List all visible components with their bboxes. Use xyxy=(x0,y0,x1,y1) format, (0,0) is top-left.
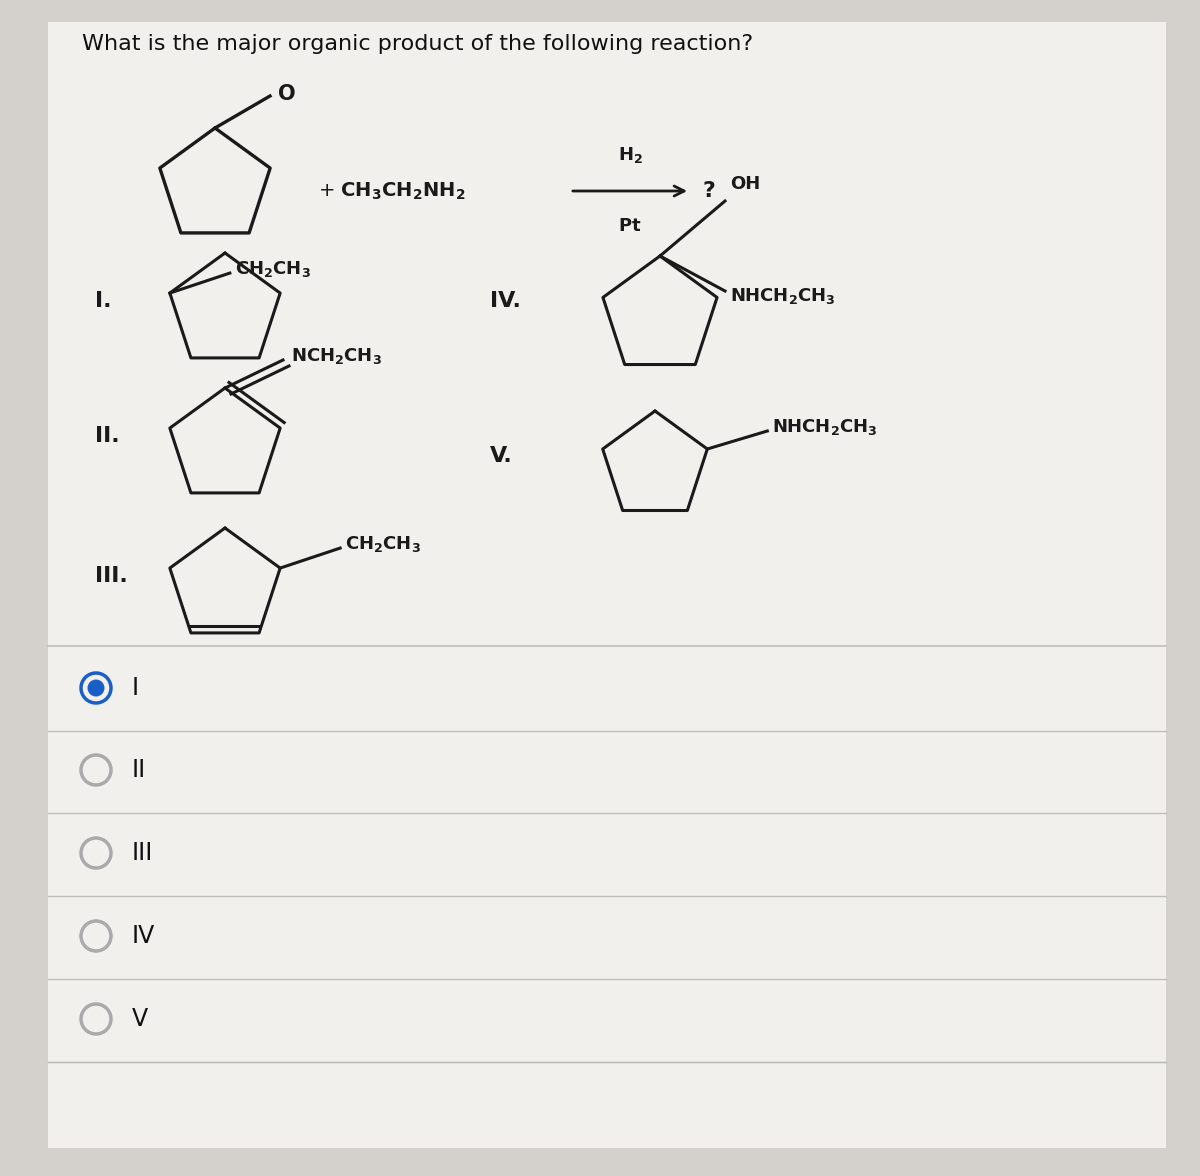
Text: $\mathbf{NHCH_2CH_3}$: $\mathbf{NHCH_2CH_3}$ xyxy=(730,286,835,306)
Text: I: I xyxy=(132,676,139,700)
Text: O: O xyxy=(278,83,295,103)
Text: $\mathbf{CH_2CH_3}$: $\mathbf{CH_2CH_3}$ xyxy=(235,259,311,279)
Text: IV: IV xyxy=(132,924,155,948)
Circle shape xyxy=(82,838,112,868)
Text: V.: V. xyxy=(490,446,512,466)
Text: $\mathbf{NCH_2CH_3}$: $\mathbf{NCH_2CH_3}$ xyxy=(292,346,382,366)
FancyBboxPatch shape xyxy=(48,22,1166,1148)
Text: OH: OH xyxy=(730,175,761,193)
Text: $\mathbf{CH_2CH_3}$: $\mathbf{CH_2CH_3}$ xyxy=(346,534,421,554)
Circle shape xyxy=(82,1004,112,1034)
Text: $+\ \mathbf{CH_3CH_2NH_2}$: $+\ \mathbf{CH_3CH_2NH_2}$ xyxy=(318,180,466,201)
Text: IV.: IV. xyxy=(490,290,521,310)
Circle shape xyxy=(82,673,112,703)
Text: III.: III. xyxy=(95,566,127,586)
Text: II.: II. xyxy=(95,426,120,446)
Text: I.: I. xyxy=(95,290,112,310)
Circle shape xyxy=(89,680,104,696)
Circle shape xyxy=(82,921,112,951)
Text: V: V xyxy=(132,1007,148,1031)
Circle shape xyxy=(82,755,112,786)
Text: $\mathbf{Pt}$: $\mathbf{Pt}$ xyxy=(618,218,642,235)
Text: $\mathbf{NHCH_2CH_3}$: $\mathbf{NHCH_2CH_3}$ xyxy=(773,417,878,437)
Text: What is the major organic product of the following reaction?: What is the major organic product of the… xyxy=(82,34,754,54)
Text: III: III xyxy=(132,841,154,866)
Text: II: II xyxy=(132,759,146,782)
Text: ?: ? xyxy=(702,181,715,201)
Text: $\mathbf{H_2}$: $\mathbf{H_2}$ xyxy=(618,145,642,165)
